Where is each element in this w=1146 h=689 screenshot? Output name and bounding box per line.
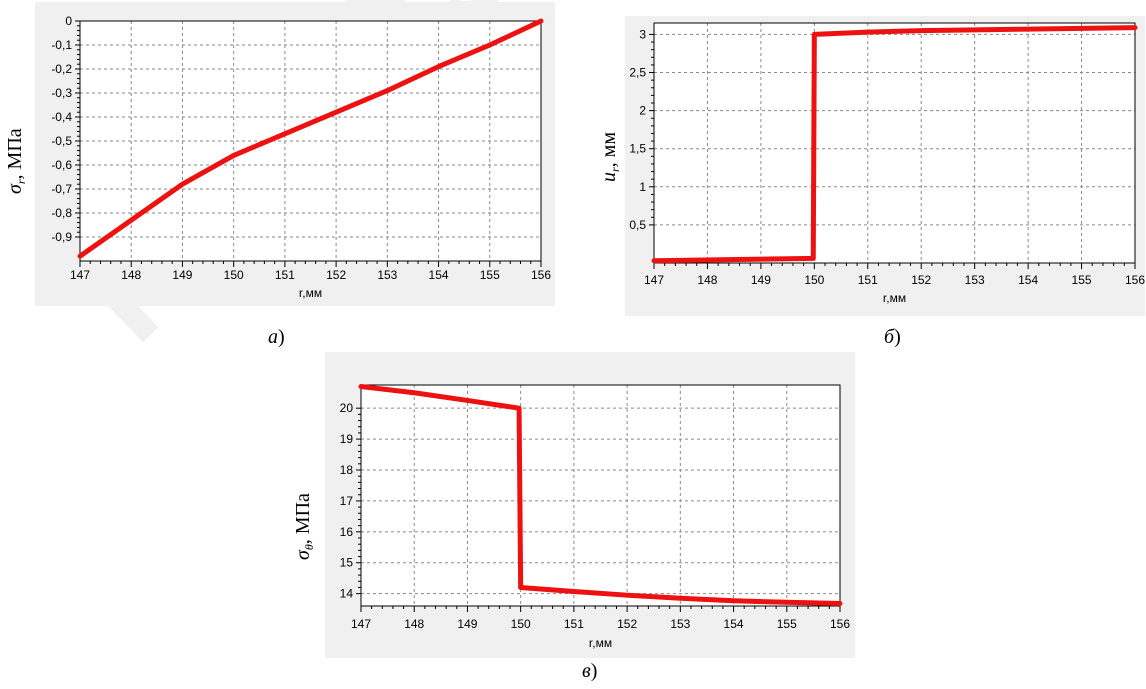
x-tick-label-a: 150	[224, 268, 244, 282]
x-tick-label-a: 147	[70, 268, 90, 282]
caption-paren-a: )	[278, 326, 285, 348]
x-tick-label-a: 156	[531, 268, 551, 282]
y-tick-label-a: 0	[65, 14, 72, 28]
x-tick-label-c: 147	[351, 617, 371, 631]
x-tick-label-a: 151	[275, 268, 295, 282]
y-tick-label-c: 18	[340, 463, 354, 477]
x-tick-label-b: 152	[911, 273, 931, 287]
x-tick-label-b: 148	[697, 273, 717, 287]
y-tick-label-a: -0,6	[51, 158, 72, 172]
x-tick-label-b: 153	[965, 273, 985, 287]
x-tick-label-b: 154	[1018, 273, 1038, 287]
x-tick-label-c: 154	[724, 617, 744, 631]
x-axis-title-c: r,мм	[589, 636, 612, 650]
caption-c: в)	[582, 660, 597, 683]
caption-letter-b: б	[884, 326, 895, 348]
y-tick-label-a: -0,1	[51, 38, 72, 52]
y-tick-label-c: 20	[340, 401, 354, 415]
x-tick-label-a: 155	[480, 268, 500, 282]
caption-a: а)	[268, 326, 285, 349]
x-tick-label-b: 149	[751, 273, 771, 287]
caption-b: б)	[884, 326, 901, 349]
x-axis-title-b: r,мм	[883, 291, 906, 305]
x-tick-label-c: 155	[777, 617, 797, 631]
y-tick-label-a: -0,9	[51, 230, 72, 244]
caption-paren-b: )	[894, 326, 901, 348]
plot-area-b	[654, 23, 1135, 263]
y-tick-label-b: 1,5	[629, 142, 646, 156]
x-tick-label-b: 150	[804, 273, 824, 287]
plot-area-c	[361, 385, 840, 606]
x-tick-label-a: 154	[429, 268, 449, 282]
x-tick-label-c: 148	[404, 617, 424, 631]
x-tick-label-a: 148	[121, 268, 141, 282]
y-tick-label-c: 19	[340, 432, 354, 446]
y-tick-label-b: 3	[639, 27, 646, 41]
caption-letter-c: в	[582, 660, 591, 682]
x-tick-label-c: 152	[617, 617, 637, 631]
y-tick-label-c: 16	[340, 525, 354, 539]
x-tick-label-c: 153	[670, 617, 690, 631]
series-line-b	[651, 25, 1138, 264]
y-tick-label-c: 15	[340, 556, 354, 570]
y-tick-label-b: 2,5	[629, 66, 646, 80]
x-tick-label-b: 151	[858, 273, 878, 287]
x-tick-label-a: 152	[326, 268, 346, 282]
x-tick-label-c: 149	[457, 617, 477, 631]
x-tick-label-b: 156	[1125, 273, 1145, 287]
x-tick-label-c: 151	[564, 617, 584, 631]
y-tick-label-c: 14	[340, 587, 354, 601]
y-tick-label-b: 0,5	[629, 218, 646, 232]
x-tick-label-c: 156	[830, 617, 850, 631]
y-tick-label-a: -0,8	[51, 206, 72, 220]
plot-frame-a	[79, 20, 542, 262]
caption-paren-c: )	[590, 660, 598, 682]
x-axis-title-a: r,мм	[299, 286, 322, 300]
plot-frame-b	[653, 22, 1136, 264]
caption-letter-a: а	[268, 326, 278, 348]
series-line-a	[77, 18, 544, 259]
y-tick-label-a: -0,5	[51, 134, 72, 148]
plot-frame-c	[360, 384, 841, 607]
y-tick-label-b: 1	[639, 180, 646, 194]
series-line-c	[358, 384, 843, 607]
y-tick-label-a: -0,2	[51, 62, 72, 76]
x-tick-label-a: 153	[377, 268, 397, 282]
y-tick-label-b: 2	[639, 104, 646, 118]
y-tick-label-a: -0,7	[51, 182, 72, 196]
x-tick-label-a: 149	[172, 268, 192, 282]
y-tick-label-c: 17	[340, 494, 354, 508]
x-tick-label-c: 150	[511, 617, 531, 631]
y-tick-label-a: -0,4	[51, 110, 72, 124]
x-tick-label-b: 155	[1072, 273, 1092, 287]
y-tick-label-a: -0,3	[51, 86, 72, 100]
x-tick-label-b: 147	[644, 273, 664, 287]
